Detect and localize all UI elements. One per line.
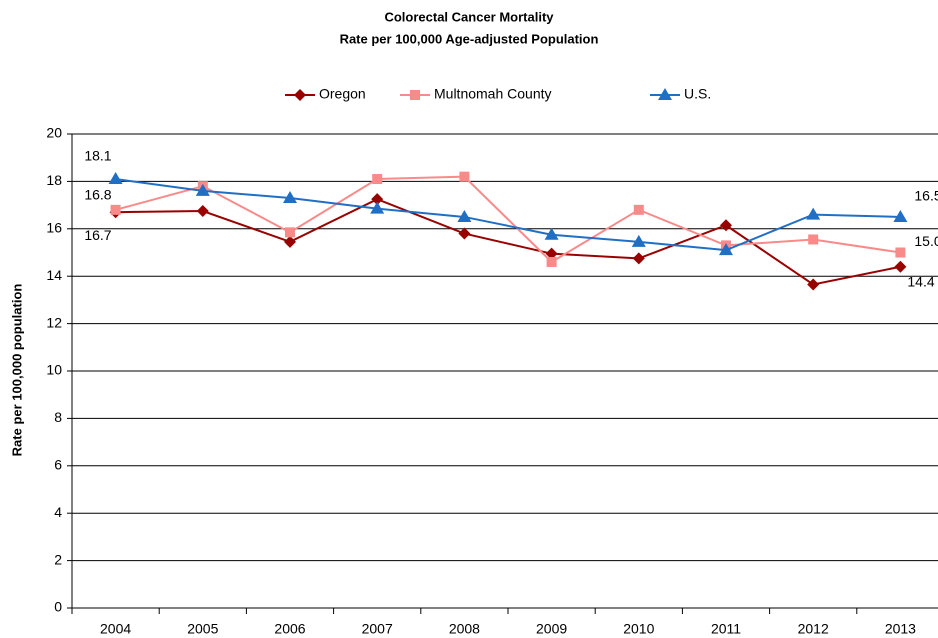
y-tick-label: 20: [46, 125, 62, 141]
legend-label: Oregon: [319, 86, 366, 102]
marker: [459, 171, 470, 182]
x-tick-label: 2011: [711, 621, 741, 637]
y-tick-label: 16: [46, 220, 62, 236]
x-tick-label: 2012: [798, 621, 829, 637]
x-tick-label: 2005: [187, 621, 218, 637]
chart-title: Colorectal Cancer Mortality: [384, 9, 554, 24]
marker: [545, 247, 558, 260]
data-label: 16.8: [84, 187, 111, 203]
marker: [285, 227, 295, 238]
y-tick-label: 8: [54, 409, 62, 425]
series-line: [115, 175, 901, 264]
marker: [283, 190, 297, 203]
marker: [807, 278, 820, 291]
marker: [410, 90, 420, 100]
marker: [108, 172, 123, 185]
y-tick-label: 2: [54, 551, 62, 567]
marker: [195, 183, 210, 196]
marker: [294, 89, 306, 101]
x-tick-label: 2010: [623, 621, 654, 637]
data-label: 16.7: [84, 227, 111, 243]
marker: [894, 260, 907, 273]
chart-subtitle: Rate per 100,000 Age-adjusted Population: [340, 31, 599, 46]
data-label: 15.0: [914, 233, 938, 249]
marker: [457, 209, 472, 222]
y-tick-label: 6: [54, 457, 62, 473]
marker: [284, 235, 296, 248]
marker: [196, 205, 209, 218]
marker: [720, 219, 732, 232]
marker: [632, 252, 645, 265]
marker: [895, 247, 906, 258]
marker: [719, 243, 733, 256]
marker: [633, 204, 644, 215]
y-tick-label: 14: [46, 267, 62, 283]
y-tick-label: 0: [54, 599, 62, 615]
series-line: [115, 178, 901, 252]
y-tick-label: 4: [54, 504, 62, 520]
x-tick-label: 2008: [449, 621, 480, 637]
marker: [546, 256, 557, 267]
marker: [544, 227, 559, 240]
data-label: 14.4: [907, 273, 934, 289]
marker: [808, 234, 819, 245]
x-tick-label: 2004: [100, 621, 131, 637]
marker: [631, 234, 646, 247]
marker: [458, 227, 471, 240]
marker: [110, 204, 121, 215]
marker: [372, 174, 383, 185]
data-label: 18.1: [84, 148, 111, 164]
y-tick-label: 12: [46, 314, 62, 330]
marker: [806, 207, 821, 220]
marker: [658, 88, 672, 100]
x-tick-label: 2009: [536, 621, 567, 637]
x-tick-label: 2007: [362, 621, 393, 637]
legend-label: Multnomah County: [434, 86, 552, 102]
x-tick-label: 2006: [274, 621, 305, 637]
x-tick-label: 2013: [885, 621, 916, 637]
marker: [893, 209, 908, 222]
marker: [370, 201, 385, 214]
y-tick-label: 10: [46, 362, 62, 378]
y-axis-label: Rate per 100,000 population: [9, 284, 24, 457]
marker: [371, 193, 384, 206]
series-line: [115, 198, 901, 286]
data-label: 16.5: [914, 188, 938, 204]
y-tick-label: 18: [46, 172, 62, 188]
legend-label: U.S.: [684, 86, 711, 102]
